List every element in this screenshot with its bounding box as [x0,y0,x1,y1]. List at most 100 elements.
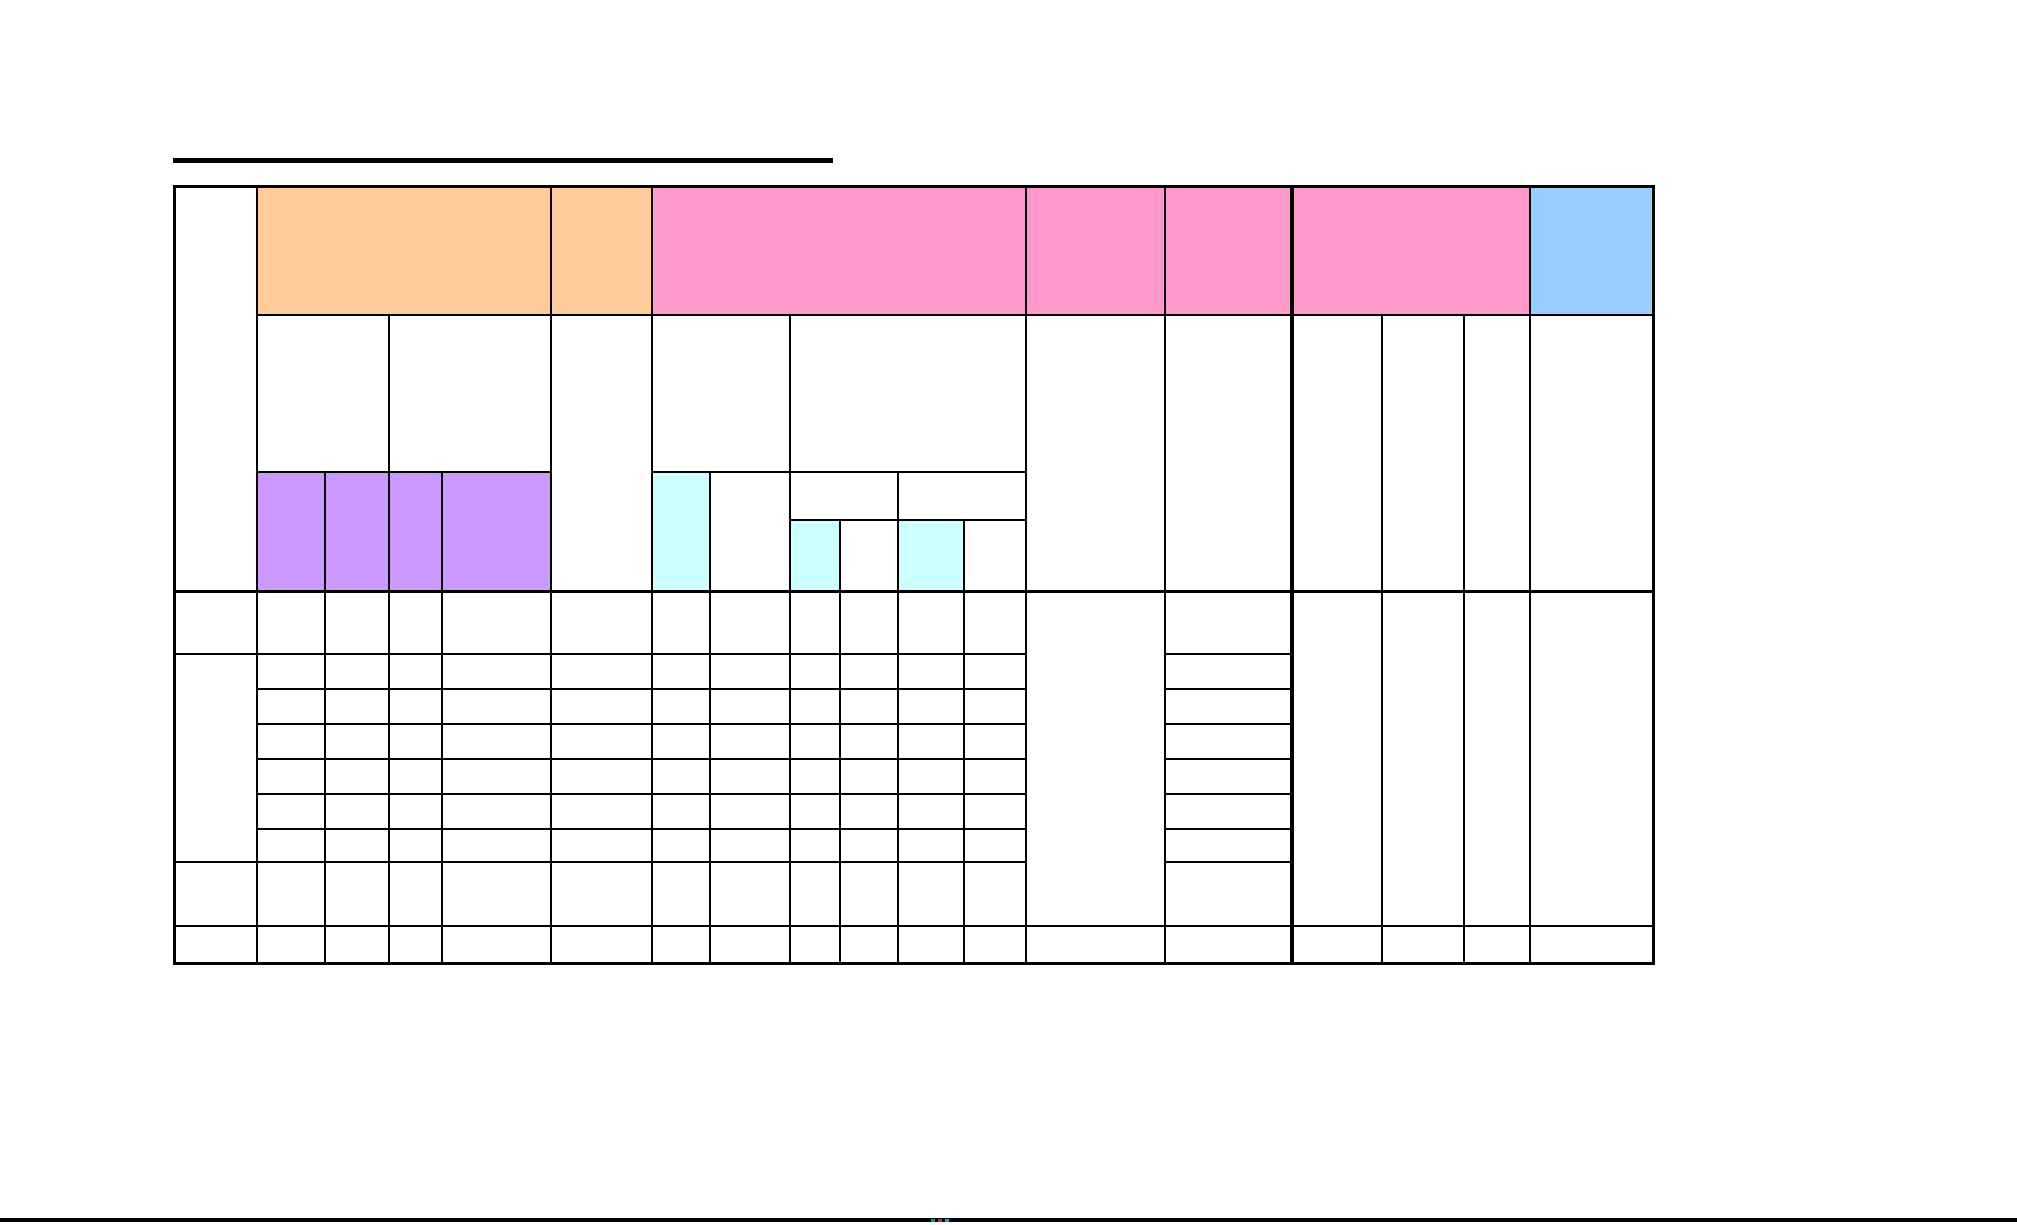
table-cell [962,827,1027,863]
subheader-cell [650,313,791,473]
table-cell [838,722,899,760]
table-cell-merged [1024,590,1166,927]
page-bottom-edge [0,1218,2017,1222]
table-cell [387,687,443,725]
subheader-cell [788,313,1027,473]
subheader-cyan-2 [788,518,841,593]
table-cell [387,590,443,655]
table-cell [440,860,552,927]
subheader-cell [1380,313,1465,593]
table-cell [1380,924,1465,965]
table-cell [838,827,899,863]
table-cell [650,924,711,965]
subheader-cell [549,313,653,593]
header-blue [1528,185,1655,316]
subheader-cell [896,470,1027,521]
subheader-purple-4 [440,470,552,593]
table-cell [788,792,841,830]
subheader-cyan-3 [896,518,965,593]
table-cell [838,590,899,655]
subheader-cell [1528,313,1655,593]
table-cell [440,687,552,725]
table-cell [708,652,791,690]
table-cell [708,827,791,863]
corner-header-cell [173,185,258,593]
table-cell [962,924,1027,965]
table-cell [788,687,841,725]
subheader-cell [962,518,1027,593]
bottom-edge-dot-green [931,1219,935,1222]
table-cell [323,757,390,795]
table-cell [962,722,1027,760]
subheader-cell [1289,313,1383,593]
table-cell [896,924,965,965]
table-cell [549,757,653,795]
subheader-cell [255,313,390,473]
table-cell-merged [1380,590,1465,927]
table-cell [255,924,326,965]
table-cell [1462,924,1531,965]
table-cell [708,924,791,965]
table-cell [549,687,653,725]
table-cell [255,590,326,655]
table-cell [896,792,965,830]
table-cell [650,757,711,795]
table-cell [788,827,841,863]
subheader-purple-1 [255,470,326,593]
table-cell [255,722,326,760]
table-cell [387,652,443,690]
table-cell [387,924,443,965]
table-cell [650,722,711,760]
bottom-edge-dot-teal [945,1219,949,1222]
table-cell [962,792,1027,830]
table-cell [838,860,899,927]
row-label-cell [173,652,258,863]
table-cell [708,860,791,927]
table-cell [896,687,965,725]
table-cell [440,924,552,965]
subheader-cell [387,313,552,473]
table-cell-merged [1462,590,1531,927]
table-cell [1163,652,1293,690]
subheader-purple-3 [387,470,443,593]
table-cell [708,687,791,725]
table-cell [549,652,653,690]
table-cell [549,860,653,927]
table-cell [440,827,552,863]
subheader-cell [1024,313,1166,593]
table-cell [440,792,552,830]
table-cell [255,687,326,725]
table-cell [838,757,899,795]
table-cell [896,652,965,690]
table-cell [896,827,965,863]
table-cell [549,590,653,655]
table-cell [440,722,552,760]
table-cell [650,652,711,690]
table-cell [1163,590,1293,655]
table-cell-merged [1528,590,1655,927]
table-cell [896,757,965,795]
table-cell [708,590,791,655]
table-cell [838,652,899,690]
table-cell [896,722,965,760]
table-cell [440,590,552,655]
row-label-cell [173,860,258,927]
table-cell [1163,722,1293,760]
table-cell [962,687,1027,725]
table-cell [387,827,443,863]
table-cell [549,924,653,965]
table-cell [650,827,711,863]
table-cell [549,722,653,760]
subheader-purple-2 [323,470,390,593]
table-cell [896,590,965,655]
table-cell [788,652,841,690]
subheader-cell [788,470,899,521]
bottom-edge-dot-red [938,1219,942,1222]
table-cell [1163,687,1293,725]
header-orange-sub [549,185,653,316]
table-cell [1528,924,1655,965]
table-cell [838,924,899,965]
subheader-cell [1163,313,1293,593]
table-cell [255,757,326,795]
table-cell [838,792,899,830]
